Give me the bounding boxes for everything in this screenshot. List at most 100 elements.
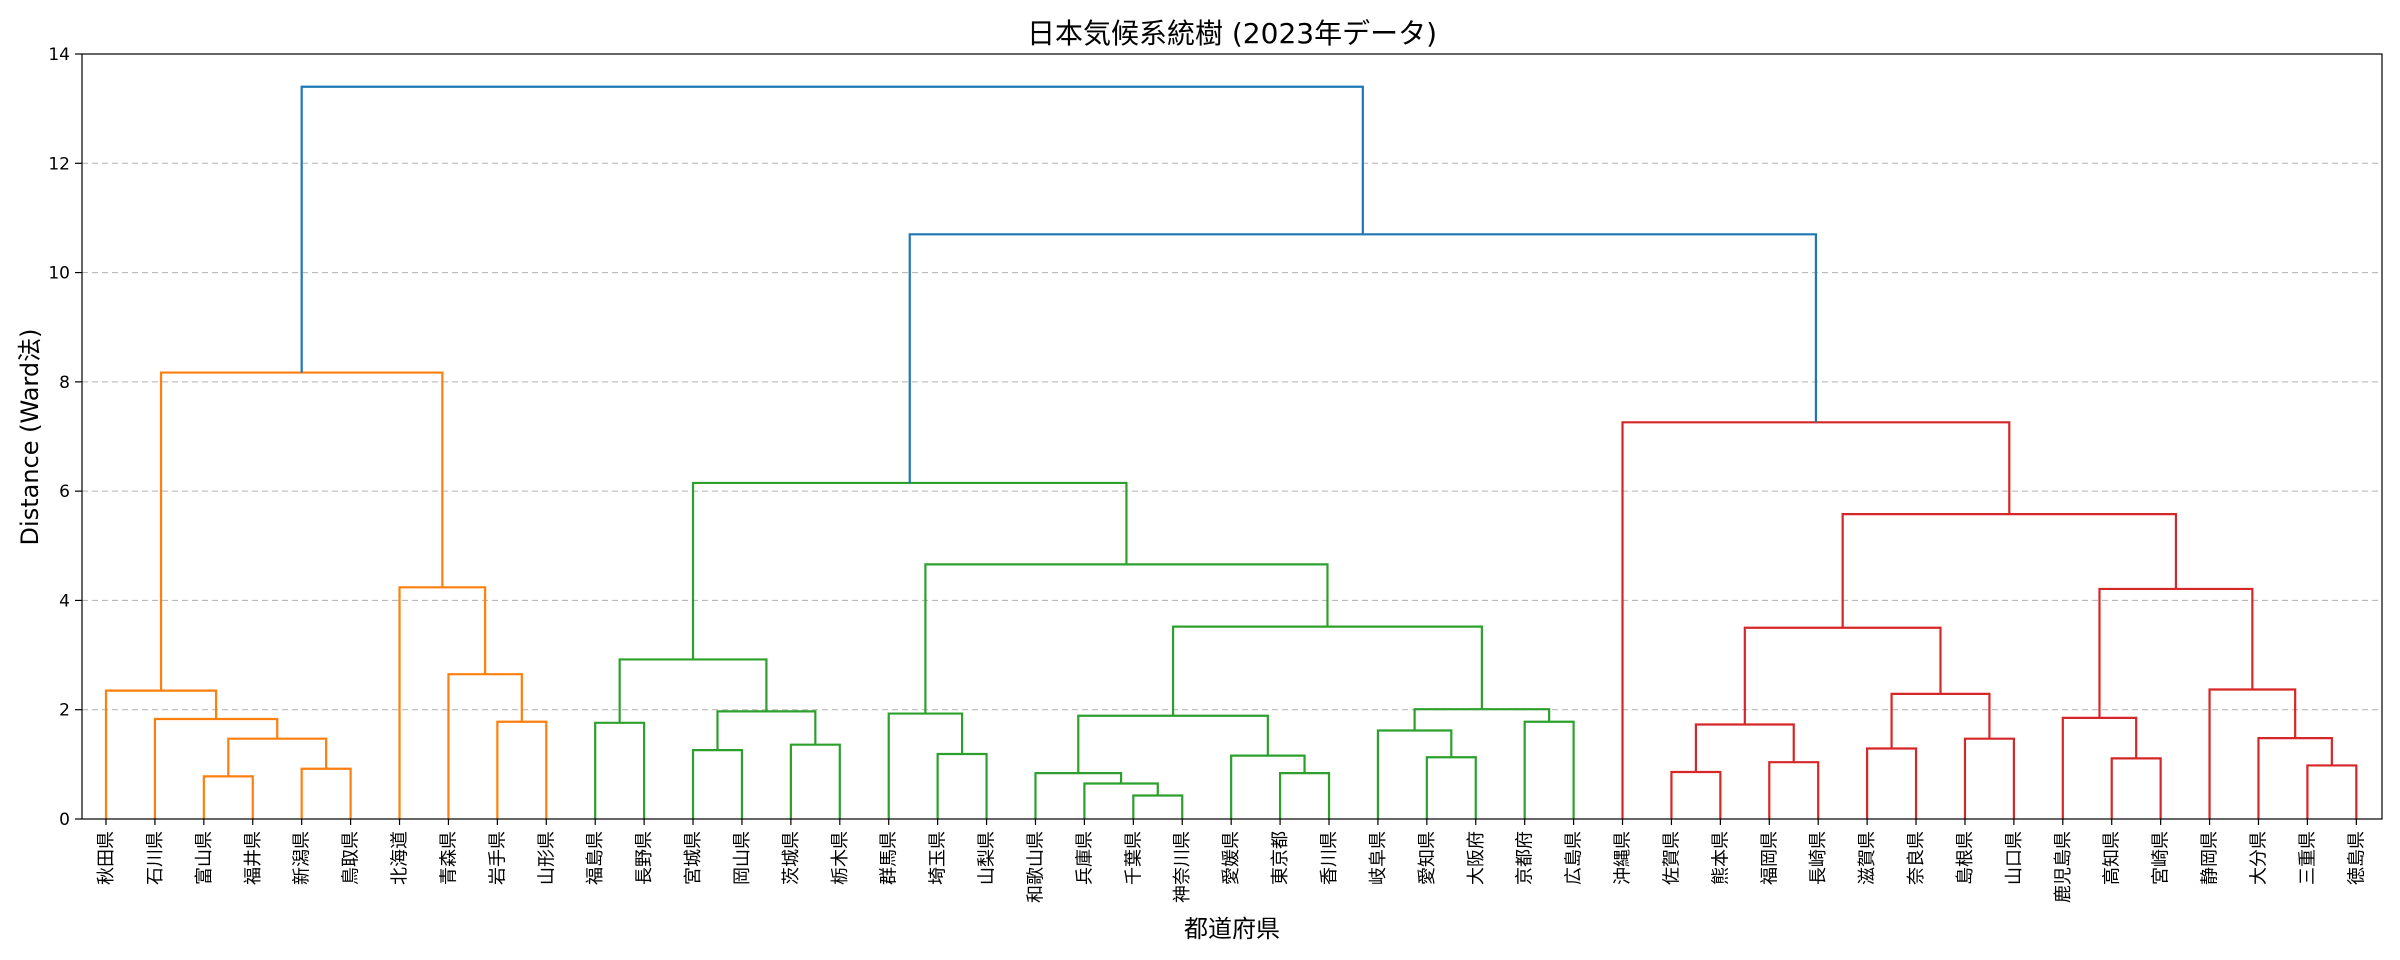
leaf-label: 静岡県 (2200, 831, 2221, 885)
leaf-label: 徳島県 (2346, 831, 2367, 885)
dendrogram-link (1171, 625, 1483, 716)
leaf-label: 佐賀県 (1661, 831, 1682, 885)
dendrogram-link (202, 775, 254, 819)
dendrogram-link (594, 721, 646, 819)
dendrogram-link (1841, 512, 2178, 628)
dendrogram-link (1034, 772, 1123, 819)
leaf-label: 大分県 (2248, 831, 2269, 885)
leaf-label: 愛媛県 (1221, 831, 1242, 885)
leaf-label: 京都府 (1515, 831, 1536, 885)
dendrogram-link (887, 712, 964, 819)
dendrogram-link (936, 752, 988, 819)
leaf-label: 新潟県 (292, 831, 313, 885)
y-tick-label: 14 (48, 45, 70, 65)
leaf-label: 東京都 (1270, 831, 1291, 885)
dendrogram-link (2257, 737, 2333, 819)
leaf-label: 山形県 (536, 831, 557, 885)
leaf-label: 三重県 (2297, 831, 2318, 885)
leaf-label: 青森県 (438, 831, 459, 885)
dendrogram-link (716, 710, 817, 751)
dendrogram-link (1523, 720, 1575, 819)
leaf-label: 栃木県 (830, 831, 851, 885)
dendrogram-link (691, 481, 1128, 660)
leaf-label: 富山県 (194, 831, 215, 885)
leaf-label: 長野県 (634, 831, 655, 885)
dendrogram-link (1230, 754, 1306, 819)
leaf-label: 福岡県 (1759, 831, 1780, 885)
y-tick-label: 8 (59, 373, 70, 393)
dendrogram-link (1425, 756, 1477, 819)
y-axis: 0 2 4 6 8 10 12 14 (48, 45, 82, 830)
dendrogram-link (908, 233, 1818, 483)
leaf-label: 福井県 (243, 831, 264, 885)
leaf-label: 山梨県 (977, 831, 998, 885)
leaf-label: 熊本県 (1710, 831, 1731, 885)
dendrogram-link (1083, 782, 1159, 819)
leaf-label: 沖縄県 (1613, 831, 1634, 885)
y-tick-label: 4 (59, 591, 70, 611)
dendrogram-link (1694, 723, 1795, 773)
leaf-label: 長崎県 (1808, 831, 1829, 885)
leaf-label: 愛知県 (1417, 831, 1438, 885)
leaf-label: 山口県 (2004, 831, 2025, 885)
dendrogram-link (1890, 692, 1991, 749)
dendrogram-link (1413, 708, 1551, 731)
dendrogram-link (691, 749, 744, 819)
dendrogram-link (1768, 761, 1820, 819)
dendrogram-link (159, 371, 444, 691)
leaf-label: 千葉県 (1123, 831, 1144, 885)
leaf-label: 北海道 (390, 831, 411, 885)
plot-area-frame (81, 53, 2383, 820)
dendrogram-link (398, 586, 487, 819)
dendrogram-link (447, 673, 523, 819)
dendrogram-link (1621, 421, 2011, 819)
x-axis-label: 都道府県 (1184, 915, 1280, 943)
dendrogram-link (2208, 688, 2297, 819)
dendrogram-links (104, 85, 2358, 819)
dendrogram-link (1376, 729, 1453, 819)
dendrogram-link (1132, 794, 1184, 819)
leaf-label: 鳥取県 (341, 831, 362, 885)
dendrogram-link (300, 767, 352, 819)
leaf-label: 鹿児島県 (2053, 831, 2074, 903)
leaf-label: 広島県 (1564, 831, 1585, 885)
leaf-label: 岐阜県 (1368, 831, 1389, 885)
leaf-label: 島根県 (1955, 831, 1976, 885)
leaf-label: 香川県 (1319, 831, 1340, 885)
leaf-label: 埼玉県 (928, 831, 949, 885)
y-tick-label: 10 (48, 264, 70, 284)
leaf-label: 奈良県 (1906, 831, 1927, 885)
dendrogram-link (1670, 770, 1722, 819)
dendrogram-link (2098, 587, 2254, 718)
dendrogram-link (227, 737, 328, 777)
leaf-label: 福島県 (585, 831, 606, 885)
leaf-label: 石川県 (145, 831, 166, 885)
dendrogram-link (618, 658, 768, 723)
leaf-label: 兵庫県 (1074, 831, 1095, 885)
dendrogram-link (300, 85, 1364, 373)
y-tick-label: 6 (59, 482, 70, 502)
dendrogram-link (1866, 747, 1918, 819)
dendrogram-link (2306, 764, 2358, 819)
y-axis-label: Distance (Ward法) (16, 329, 44, 546)
leaf-label: 滋賀県 (1857, 831, 1878, 885)
dendrogram-link (2061, 716, 2138, 819)
dendrogram-link (153, 717, 279, 819)
leaf-label: 茨城県 (781, 831, 802, 885)
dendrogram-link (2110, 757, 2162, 819)
gridlines (82, 53, 2382, 711)
leaf-label: 高知県 (2102, 831, 2123, 885)
chart-title: 日本気候系統樹 (2023年データ) (1027, 17, 1437, 50)
y-tick-label: 12 (48, 154, 70, 174)
leaf-label: 神奈川県 (1172, 831, 1193, 903)
leaf-label: 大阪府 (1466, 831, 1487, 885)
leaf-label: 岡山県 (732, 831, 753, 885)
leaf-label: 群馬県 (879, 831, 900, 885)
dendrogram-link (1077, 714, 1269, 774)
dendrogram-link (924, 563, 1329, 714)
leaf-label: 和歌山県 (1025, 831, 1046, 903)
leaf-label: 宮崎県 (2151, 831, 2172, 885)
leaf-label: 秋田県 (96, 831, 117, 885)
leaf-label: 宮城県 (683, 831, 704, 885)
